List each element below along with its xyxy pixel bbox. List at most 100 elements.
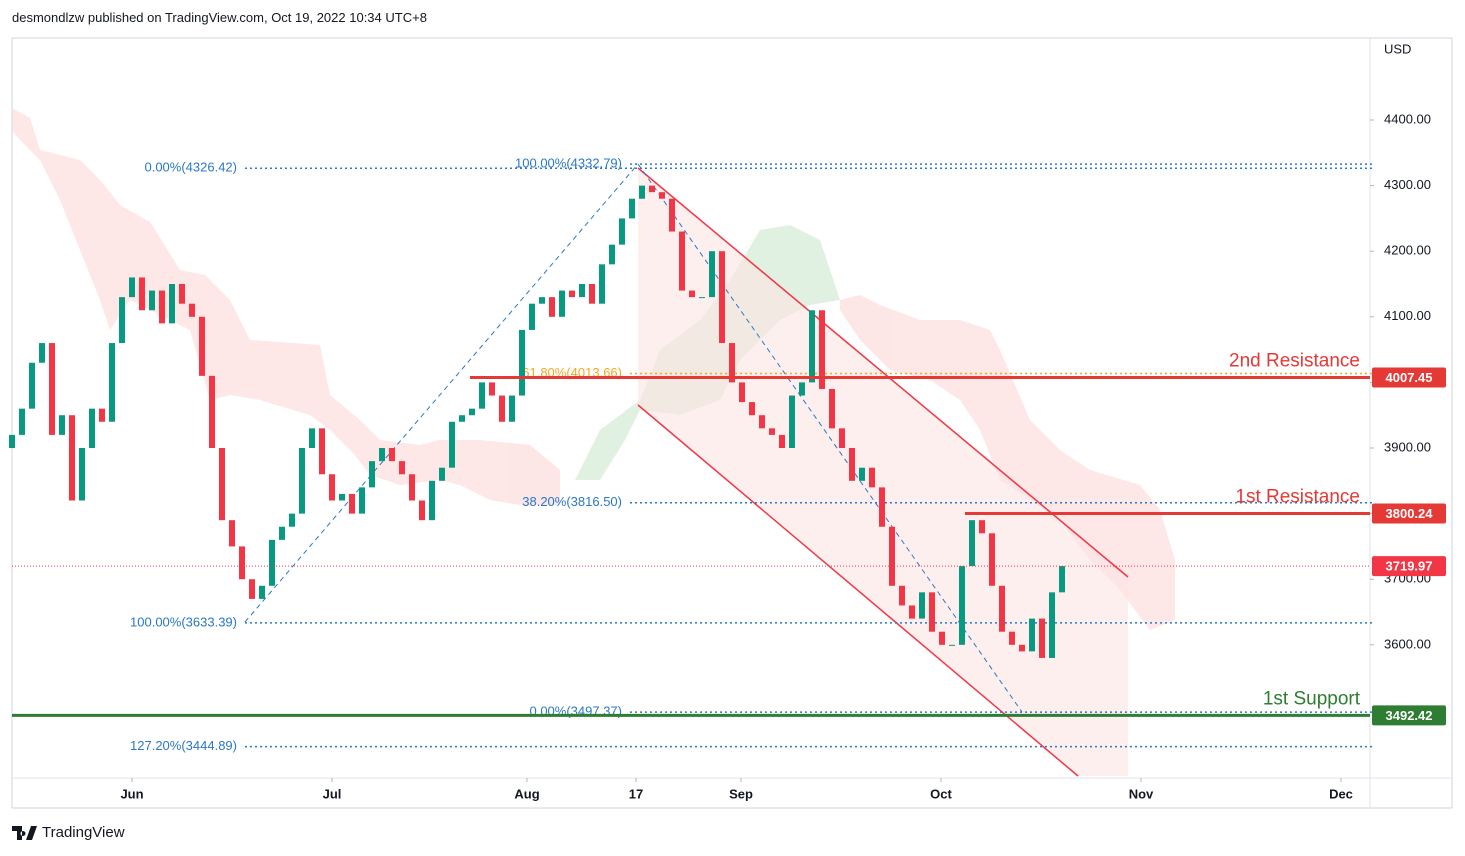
candle xyxy=(449,421,455,468)
candle xyxy=(389,448,395,462)
level-value: 4007.45 xyxy=(1386,370,1433,385)
last-price-value: 3719.97 xyxy=(1386,559,1433,574)
fib-level-label: 38.20%(3816.50) xyxy=(522,494,622,509)
candle xyxy=(519,329,525,396)
candle xyxy=(369,461,375,488)
candle xyxy=(939,631,945,645)
candle xyxy=(269,539,275,586)
candle xyxy=(589,284,595,304)
candle xyxy=(89,408,95,449)
candle xyxy=(1039,618,1045,658)
x-tick-label: Aug xyxy=(514,786,539,801)
y-tick-label: 3600.00 xyxy=(1384,636,1431,651)
candle xyxy=(99,408,105,422)
candle xyxy=(789,395,795,449)
candle xyxy=(949,644,955,646)
candle xyxy=(339,493,345,501)
candle xyxy=(659,192,665,199)
brand: TradingView xyxy=(12,824,125,841)
x-tick-label: Jun xyxy=(120,786,143,801)
level-tag xyxy=(1372,367,1446,388)
candle xyxy=(159,290,165,324)
last-price-tag xyxy=(1372,556,1446,577)
candle xyxy=(829,388,835,429)
candle xyxy=(189,303,195,317)
candle xyxy=(169,284,175,324)
candle xyxy=(669,198,675,232)
candle xyxy=(689,290,695,298)
candle xyxy=(419,500,425,521)
candle xyxy=(349,493,355,514)
candle xyxy=(559,290,565,317)
candle xyxy=(479,382,485,409)
candle xyxy=(539,297,545,304)
currency-label: USD xyxy=(1384,41,1411,56)
candle xyxy=(649,185,655,193)
candle xyxy=(799,382,805,396)
candle xyxy=(609,244,615,265)
candle xyxy=(1009,631,1015,645)
channel-upper xyxy=(637,167,1129,578)
candle xyxy=(69,415,75,501)
candle xyxy=(879,487,885,527)
candle xyxy=(1019,644,1025,652)
candle xyxy=(509,395,515,422)
candle xyxy=(19,408,25,435)
candle xyxy=(229,520,235,547)
candle xyxy=(219,448,225,521)
candle xyxy=(79,448,85,501)
candle xyxy=(1029,618,1035,652)
candle xyxy=(149,290,155,311)
candles xyxy=(9,185,1065,658)
candle xyxy=(499,395,505,422)
candle xyxy=(719,251,725,344)
candle xyxy=(579,284,585,298)
candle xyxy=(819,310,825,389)
candle xyxy=(629,198,635,219)
candle xyxy=(969,520,975,567)
candle xyxy=(199,316,205,376)
x-tick-label: Oct xyxy=(930,786,952,801)
candle xyxy=(809,310,815,383)
candle xyxy=(749,402,755,416)
candle xyxy=(429,480,435,521)
x-tick-label: Jul xyxy=(323,786,342,801)
fib-trend-line xyxy=(637,163,1023,713)
candle xyxy=(759,415,765,429)
candle xyxy=(779,434,785,449)
candle xyxy=(329,474,335,501)
level-label: 1st Support xyxy=(1263,688,1361,709)
candle xyxy=(769,428,775,435)
candle xyxy=(929,592,935,632)
candle xyxy=(859,467,865,481)
candle xyxy=(279,526,285,540)
candle xyxy=(569,290,575,298)
candle xyxy=(639,185,645,199)
candle xyxy=(239,546,245,580)
candle xyxy=(299,448,305,514)
candle xyxy=(899,585,905,606)
candle xyxy=(359,487,365,514)
candle xyxy=(309,428,315,449)
candle xyxy=(259,585,265,599)
fib-level-label: 127.20%(3444.89) xyxy=(130,738,237,753)
x-tick-label: 17 xyxy=(629,786,643,801)
candle xyxy=(599,264,605,304)
candle xyxy=(39,343,45,363)
candle xyxy=(289,513,295,527)
level-value: 3800.24 xyxy=(1386,506,1434,521)
candle xyxy=(129,277,135,298)
level-tag xyxy=(1372,705,1446,726)
candle xyxy=(909,605,915,619)
level-tag xyxy=(1372,503,1446,524)
candle xyxy=(989,533,995,586)
publish-info: desmondlzw published on TradingView.com,… xyxy=(12,10,427,25)
y-tick-label: 3900.00 xyxy=(1384,439,1431,454)
x-tick-label: Sep xyxy=(729,786,753,801)
candle xyxy=(469,408,475,416)
candle xyxy=(29,362,35,409)
chart-frame xyxy=(11,37,1453,809)
candle xyxy=(489,382,495,396)
